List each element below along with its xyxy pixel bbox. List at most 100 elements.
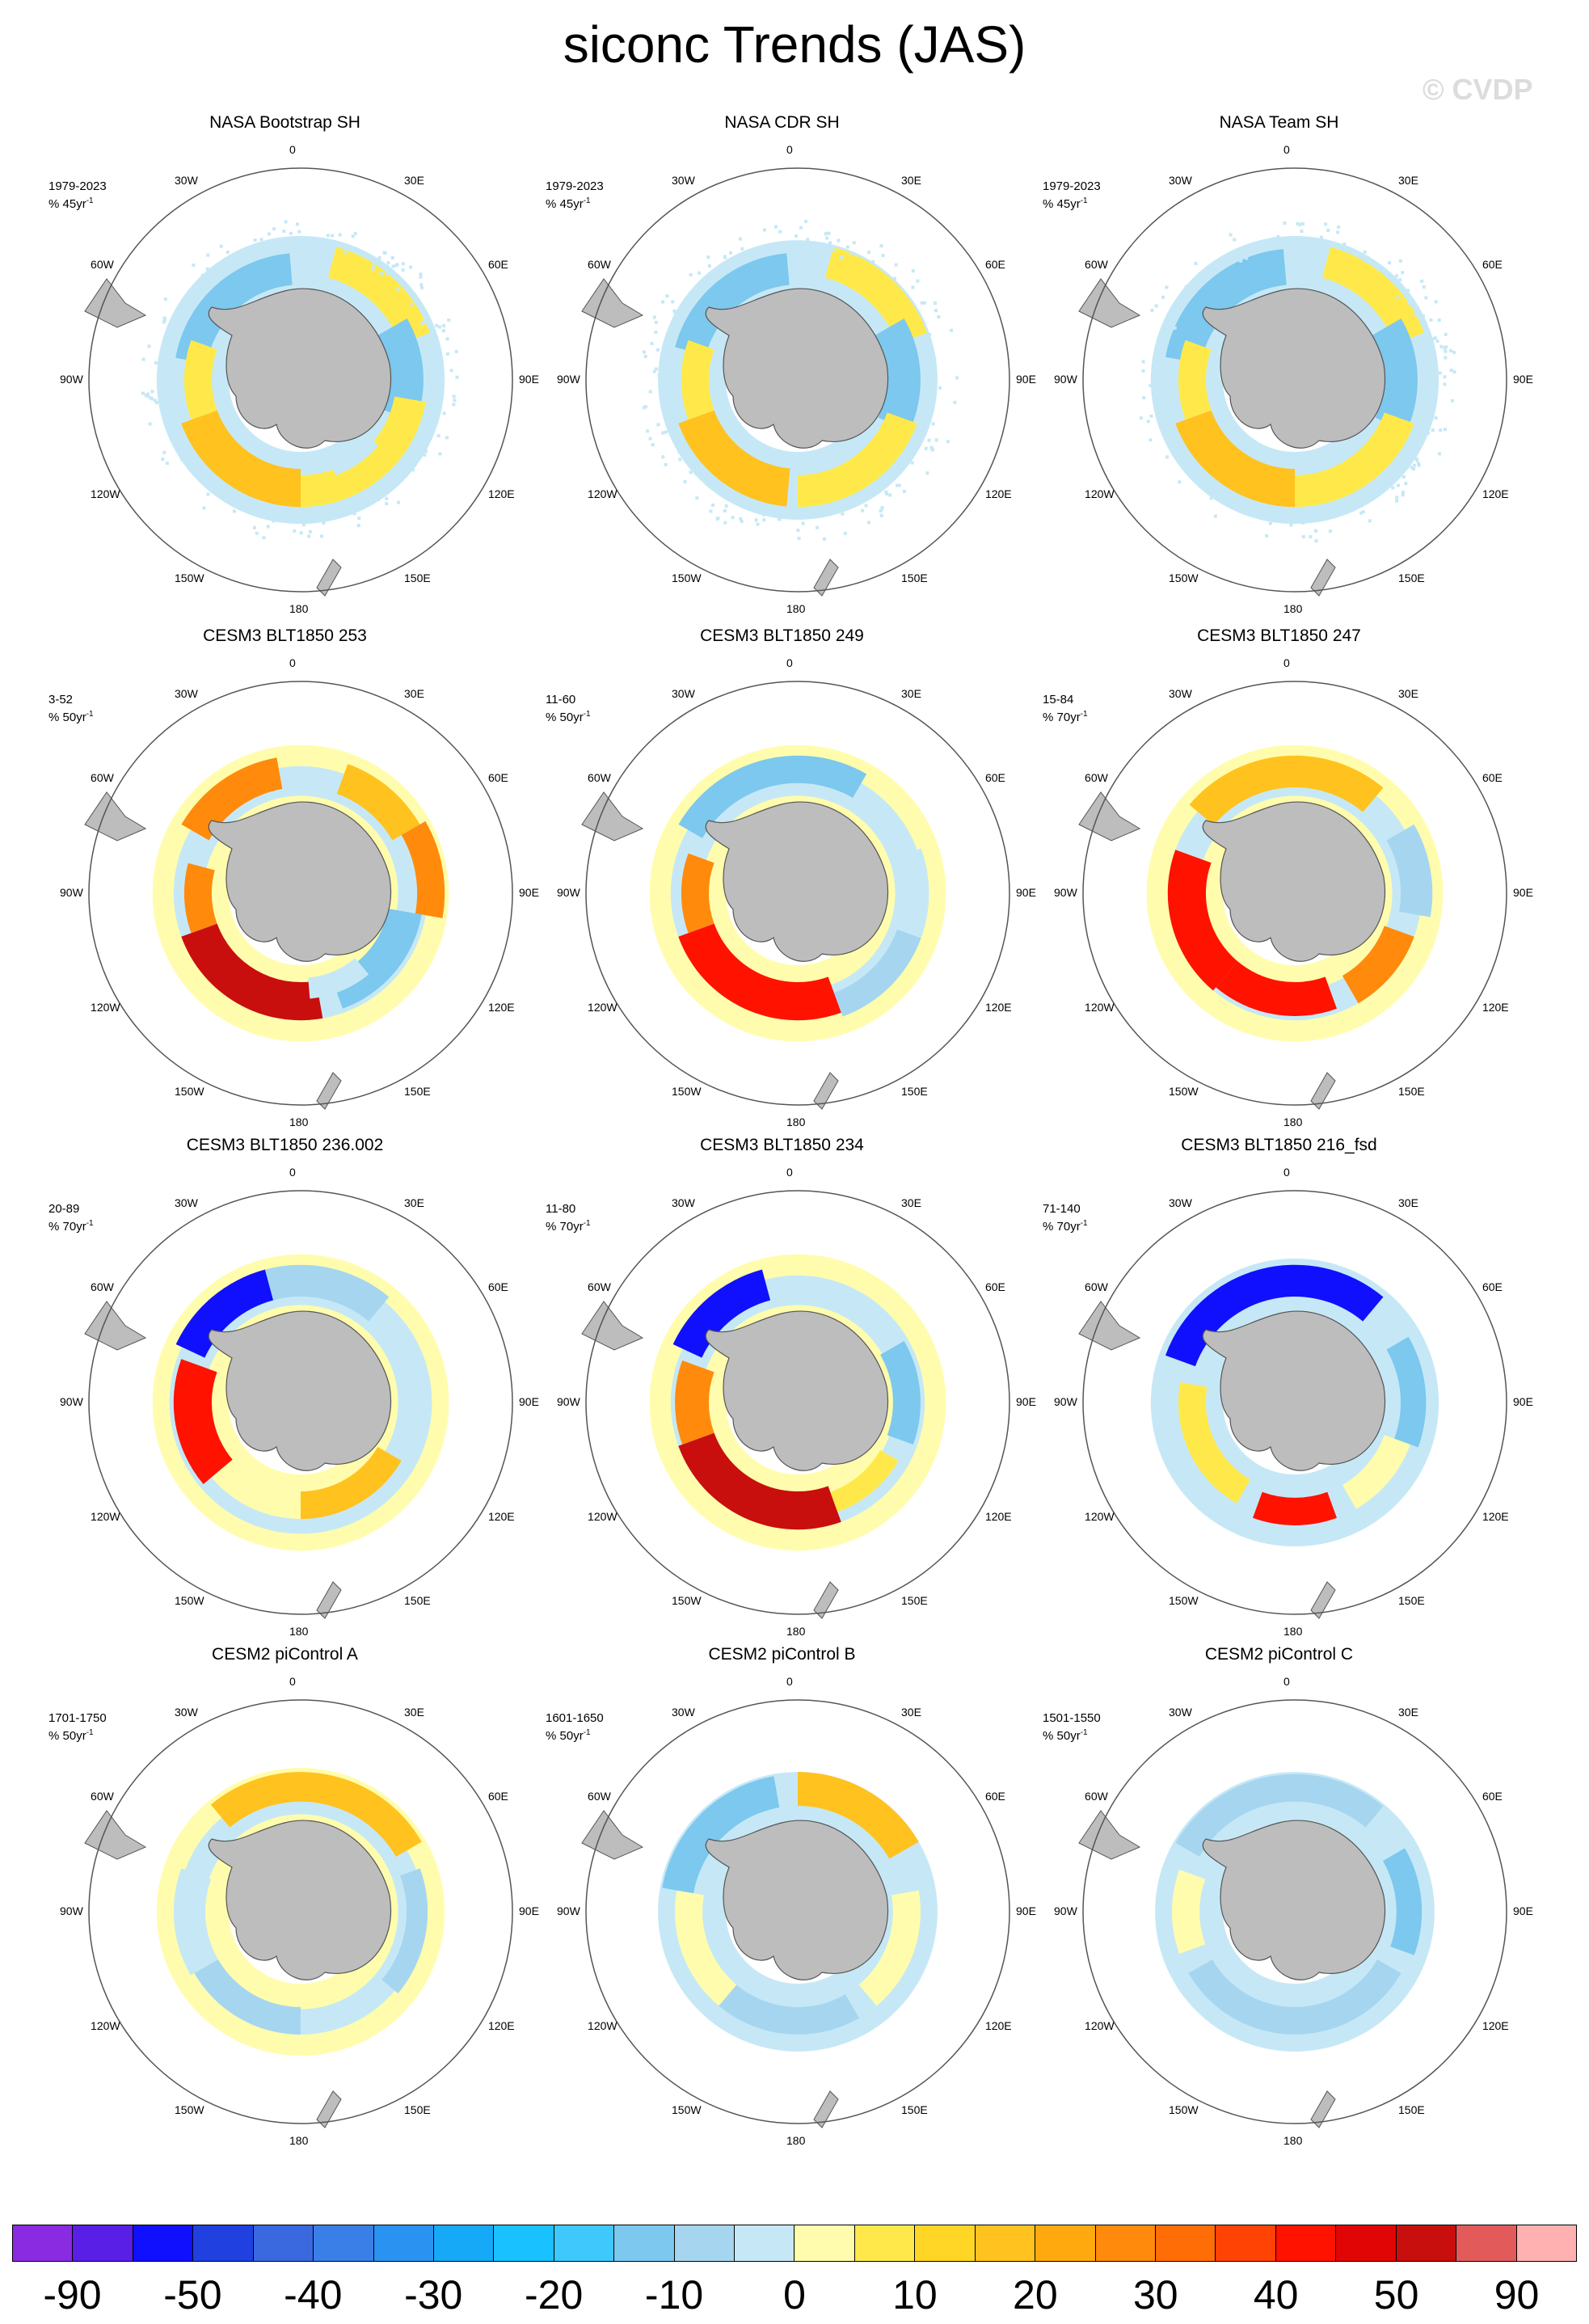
speckle-cell bbox=[1437, 318, 1441, 322]
speckle-cell bbox=[1443, 382, 1447, 386]
speckle-cell bbox=[892, 276, 896, 280]
south-america-landmass bbox=[1078, 1301, 1141, 1351]
trend-field bbox=[173, 1359, 233, 1485]
panel-title: CESM3 BLT1850 253 bbox=[203, 626, 367, 645]
speckle-cell bbox=[432, 388, 436, 392]
period-label: 1979-2023 bbox=[546, 179, 604, 193]
speckle-cell bbox=[837, 238, 841, 243]
speckle-cell bbox=[684, 450, 688, 454]
speckle-cell bbox=[202, 506, 206, 510]
speckle-cell bbox=[419, 272, 423, 276]
longitude-label: 150E bbox=[404, 1084, 431, 1098]
speckle-cell bbox=[1300, 230, 1304, 234]
speckle-cell bbox=[1336, 230, 1340, 234]
speckle-cell bbox=[823, 537, 827, 541]
speckle-cell bbox=[322, 521, 326, 525]
speckle-cell bbox=[169, 360, 173, 364]
speckle-cell bbox=[301, 523, 306, 527]
period-units-info: 11-60 % 50yr-1 bbox=[546, 693, 591, 725]
colorbar-tick-label: -40 bbox=[284, 2272, 343, 2318]
longitude-label: 60E bbox=[487, 1280, 508, 1293]
speckle-cell bbox=[1389, 277, 1393, 281]
longitude-label: 90W bbox=[557, 373, 580, 386]
speckle-cell bbox=[1415, 433, 1419, 437]
period-label: 15-84 bbox=[1043, 693, 1074, 706]
trend-field bbox=[210, 1772, 422, 1857]
trend-field bbox=[194, 1959, 301, 2035]
speckle-cell bbox=[723, 508, 727, 512]
speckle-cell bbox=[299, 531, 303, 535]
longitude-label: 180 bbox=[289, 1116, 309, 1128]
speckle-cell bbox=[435, 323, 439, 327]
colorbar-swatch bbox=[1035, 2225, 1096, 2261]
speckle-cell bbox=[253, 525, 257, 529]
speckle-cell bbox=[938, 386, 942, 390]
units-label: % 50yr-1 bbox=[48, 1728, 94, 1743]
longitude-label: 30E bbox=[901, 174, 921, 188]
speckle-cell bbox=[650, 342, 654, 346]
longitude-label: 90E bbox=[1016, 886, 1036, 899]
speckle-cell bbox=[454, 349, 458, 353]
speckle-cell bbox=[165, 462, 169, 466]
trend-field bbox=[1372, 318, 1418, 432]
longitude-label: 60W bbox=[1085, 258, 1108, 271]
speckle-cell bbox=[672, 309, 676, 313]
trend-field bbox=[897, 848, 929, 938]
speckle-cell bbox=[740, 247, 744, 251]
speckle-cell bbox=[953, 400, 957, 404]
trend-field bbox=[1178, 340, 1212, 420]
speckle-cell bbox=[430, 405, 434, 409]
speckle-cell bbox=[410, 302, 414, 306]
speckle-cell bbox=[190, 299, 194, 303]
speckle-cell bbox=[377, 497, 381, 501]
colorbar-swatch bbox=[133, 2225, 194, 2261]
units-label: % 70yr-1 bbox=[48, 1219, 94, 1234]
speckle-cell bbox=[411, 468, 415, 472]
trend-field bbox=[675, 253, 790, 356]
speckle-cell bbox=[225, 251, 230, 255]
speckle-cell bbox=[1317, 243, 1321, 247]
longitude-label: 120W bbox=[588, 1510, 617, 1523]
speckle-cell bbox=[241, 505, 245, 509]
speckle-cell bbox=[204, 278, 209, 282]
speckle-cell bbox=[215, 273, 219, 277]
speckle-cell bbox=[255, 531, 259, 535]
speckle-cell bbox=[1309, 534, 1313, 538]
speckle-cell bbox=[1391, 486, 1395, 490]
speckle-cell bbox=[1194, 261, 1198, 265]
longitude-label: 90E bbox=[1513, 1395, 1533, 1408]
trend-field bbox=[1216, 961, 1337, 1016]
map-boundary bbox=[1082, 167, 1507, 593]
speckle-cell bbox=[678, 458, 682, 462]
speckle-cell bbox=[259, 238, 263, 242]
longitude-label: 30W bbox=[1169, 174, 1192, 188]
units-label: % 70yr-1 bbox=[546, 1219, 591, 1234]
speckle-cell bbox=[339, 507, 344, 511]
trend-field bbox=[328, 431, 379, 476]
speckle-cell bbox=[154, 401, 158, 405]
speckle-cell bbox=[728, 251, 732, 255]
trend-field bbox=[301, 396, 426, 508]
longitude-label: 150W bbox=[1169, 1593, 1199, 1607]
longitude-label: 30W bbox=[175, 687, 198, 701]
speckle-cell bbox=[784, 515, 788, 519]
speckle-cell bbox=[1210, 262, 1214, 266]
antarctica-landmass bbox=[1202, 1820, 1385, 1980]
speckle-cell bbox=[266, 525, 270, 529]
speckle-cell bbox=[1139, 416, 1143, 420]
speckle-cell bbox=[149, 396, 153, 400]
colorbar-swatch bbox=[1516, 2225, 1576, 2261]
speckle-cell bbox=[1434, 416, 1438, 420]
new-zealand-landmass bbox=[813, 1581, 839, 1619]
south-america-landmass bbox=[581, 1810, 644, 1860]
map-panel: NASA CDR SH 0 30E 60E 90E 120E 150E 180 150W 120W… bbox=[546, 113, 1075, 631]
speckle-cell bbox=[162, 450, 166, 454]
longitude-label: 60W bbox=[588, 258, 611, 271]
speckle-cell bbox=[864, 494, 868, 498]
colorbar-tick-label: -90 bbox=[43, 2272, 102, 2318]
speckle-cell bbox=[180, 458, 184, 462]
units-label: % 50yr-1 bbox=[48, 710, 94, 724]
trend-field bbox=[662, 1776, 780, 1894]
trend-field bbox=[833, 929, 921, 1017]
speckle-cell bbox=[756, 522, 760, 526]
